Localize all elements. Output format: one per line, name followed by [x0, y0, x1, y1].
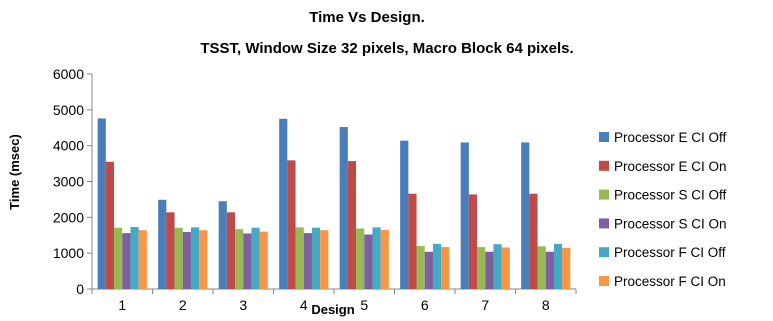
chart-title: Time Vs Design. — [309, 9, 425, 26]
bar — [339, 127, 348, 290]
chart-subtitle: TSST, Window Size 32 pixels, Macro Block… — [200, 40, 573, 57]
legend-label: Processor F CI Off — [614, 245, 726, 260]
legend: Processor E CI Off Processor E CI On Proce… — [599, 130, 727, 289]
y-tick-label: 0 — [76, 281, 84, 297]
bar — [226, 212, 236, 289]
bar — [235, 229, 244, 289]
bar — [295, 227, 304, 289]
bar — [468, 194, 478, 289]
legend-swatch — [599, 189, 609, 200]
bar — [174, 227, 183, 289]
bar — [138, 230, 147, 289]
bar — [122, 233, 131, 289]
legend-label: Processor S CI On — [614, 216, 727, 231]
legend-swatch — [599, 247, 609, 258]
bar — [311, 227, 321, 289]
bar — [130, 227, 139, 289]
bar — [190, 227, 200, 289]
legend-label: Processor S CI Off — [614, 188, 727, 203]
bar — [347, 161, 357, 289]
legend-label: Processor F CI On — [614, 274, 726, 289]
bar — [182, 232, 191, 289]
x-tick-label: 6 — [421, 297, 429, 313]
legend-swatch — [599, 132, 609, 142]
legend-swatch — [599, 160, 609, 171]
bar — [243, 233, 252, 289]
y-tick-label: 6000 — [53, 66, 84, 82]
legend-label: Processor E CI On — [614, 159, 727, 174]
bar — [408, 193, 417, 289]
bar — [485, 251, 494, 289]
bar — [158, 199, 167, 289]
y-axis-label: Time (msec) — [7, 134, 22, 210]
bar — [199, 230, 208, 289]
bar — [356, 228, 365, 289]
y-tick-label: 3000 — [53, 174, 84, 190]
x-tick-label: 2 — [179, 297, 187, 313]
bar — [380, 229, 389, 289]
bar — [562, 247, 571, 289]
bar — [460, 142, 469, 289]
bar — [105, 161, 115, 289]
bar — [218, 201, 227, 289]
x-tick-label: 3 — [239, 297, 247, 313]
bar — [529, 193, 538, 289]
bar — [501, 247, 510, 289]
bar — [477, 247, 486, 289]
bar — [493, 244, 502, 289]
x-tick-label: 5 — [360, 297, 368, 313]
bar — [97, 118, 106, 289]
bar — [251, 227, 260, 289]
bar — [441, 247, 450, 289]
legend-swatch — [599, 276, 609, 286]
x-tick-label: 8 — [542, 297, 550, 313]
x-tick-label: 4 — [300, 297, 308, 313]
bar — [287, 160, 296, 289]
bar — [521, 142, 530, 289]
bar — [416, 246, 425, 289]
bar — [545, 251, 554, 289]
bar — [424, 251, 433, 289]
y-tick-label: 5000 — [53, 102, 84, 118]
bar — [553, 243, 563, 289]
bar — [432, 243, 442, 289]
x-tick-label: 7 — [481, 297, 489, 313]
y-tick-label: 2000 — [53, 209, 84, 225]
legend-label: Processor E CI Off — [614, 130, 727, 145]
bar — [166, 212, 175, 289]
x-tick-label: 1 — [118, 297, 126, 313]
bar — [537, 246, 546, 289]
bar — [114, 227, 123, 289]
bar — [303, 233, 312, 289]
y-tick-label: 4000 — [53, 138, 84, 154]
bar — [320, 230, 329, 289]
bar — [372, 227, 381, 289]
bar — [400, 140, 409, 289]
legend-swatch — [599, 218, 609, 229]
x-axis-label: Design — [311, 302, 354, 317]
y-tick-label: 1000 — [53, 245, 84, 261]
plot-area: 0 1000 2000 3000 4000 5000 6000 1 2 3 4 5 6 7 8 — [53, 66, 577, 313]
bar — [279, 118, 288, 290]
bar — [259, 231, 268, 289]
bar — [364, 234, 373, 289]
